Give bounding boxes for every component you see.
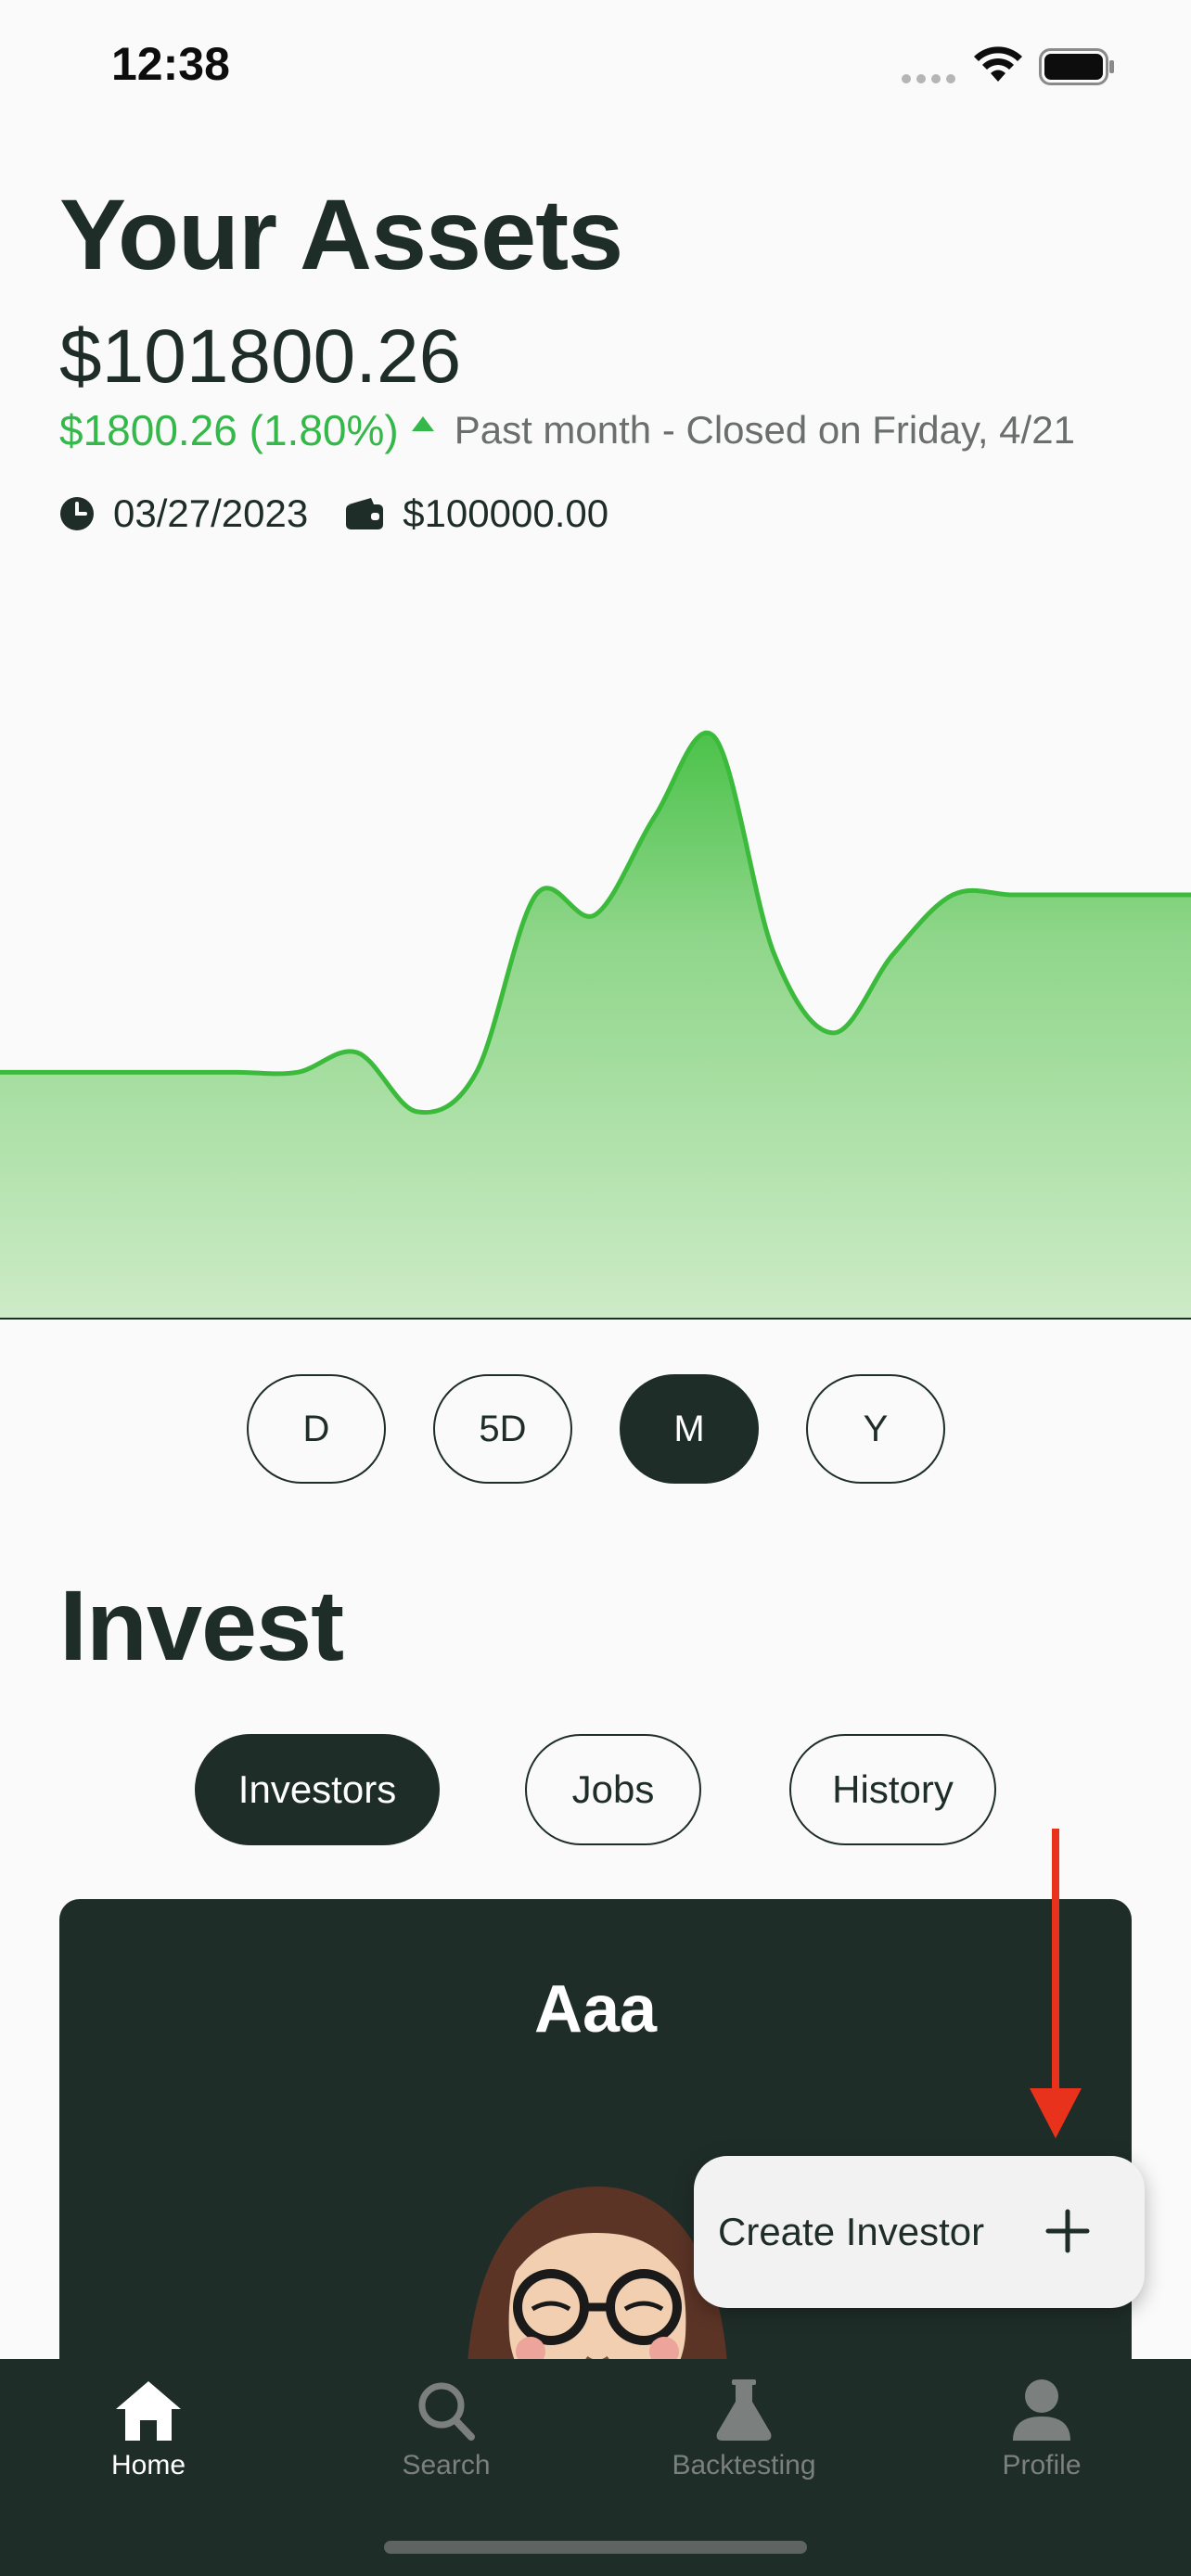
total-assets-value: $101800.26 (59, 314, 462, 399)
range-d-button[interactable]: D (247, 1374, 386, 1484)
page-title: Your Assets (59, 178, 623, 290)
search-icon (418, 2382, 475, 2441)
tab-investors[interactable]: Investors (195, 1734, 440, 1845)
up-arrow-icon (411, 416, 434, 431)
tab-jobs[interactable]: Jobs (525, 1734, 701, 1845)
signal-icon (902, 74, 955, 83)
meta-row: 03/27/2023 $100000.00 (59, 491, 608, 536)
status-bar: 12:38 (0, 0, 1191, 139)
nav-item-profile[interactable]: Profile (921, 2378, 1162, 2481)
home-indicator (384, 2541, 807, 2554)
annotation-arrow-icon (1030, 1829, 1082, 2138)
battery-icon (1039, 48, 1114, 85)
bottom-nav: Home Search Backtesting Profile (0, 2359, 1191, 2576)
investor-name: Aaa (533, 1972, 658, 2047)
nav-label-home: Home (110, 2450, 186, 2480)
profile-icon (1013, 2379, 1070, 2441)
initial-balance: $100000.00 (403, 491, 609, 535)
clock-icon (59, 496, 95, 531)
chart-line (0, 730, 1191, 1116)
start-date: 03/27/2023 (113, 491, 309, 535)
tab-history[interactable]: History (789, 1734, 996, 1845)
change-row: $1800.26 (1.80%) Past month - Closed on … (59, 405, 1075, 455)
status-time: 12:38 (111, 38, 230, 90)
range-m-button[interactable]: M (620, 1374, 759, 1484)
section-title: Invest (59, 1569, 344, 1681)
wallet-icon (345, 497, 384, 530)
plus-icon (1045, 2209, 1090, 2253)
nav-label-backtesting: Backtesting (672, 2450, 816, 2480)
change-value: $1800.26 (1.80%) (59, 406, 399, 454)
flask-icon (716, 2379, 772, 2441)
period-note: Past month - Closed on Friday, 4/21 (454, 408, 1075, 452)
create-investor-label: Create Investor (718, 2210, 985, 2253)
nav-item-backtesting[interactable]: Backtesting (623, 2378, 864, 2481)
range-5d-button[interactable]: 5D (433, 1374, 572, 1484)
nav-item-search[interactable]: Search (326, 2378, 567, 2481)
nav-label-search: Search (402, 2450, 491, 2480)
home-icon (116, 2381, 181, 2441)
nav-item-home[interactable]: Home (28, 2378, 269, 2481)
wifi-icon (974, 46, 1022, 82)
assets-chart (0, 730, 1191, 1320)
chart-area (0, 733, 1191, 1319)
nav-label-profile: Profile (1002, 2450, 1082, 2480)
create-investor-button[interactable]: Create Investor (694, 2156, 1145, 2308)
range-y-button[interactable]: Y (806, 1374, 945, 1484)
